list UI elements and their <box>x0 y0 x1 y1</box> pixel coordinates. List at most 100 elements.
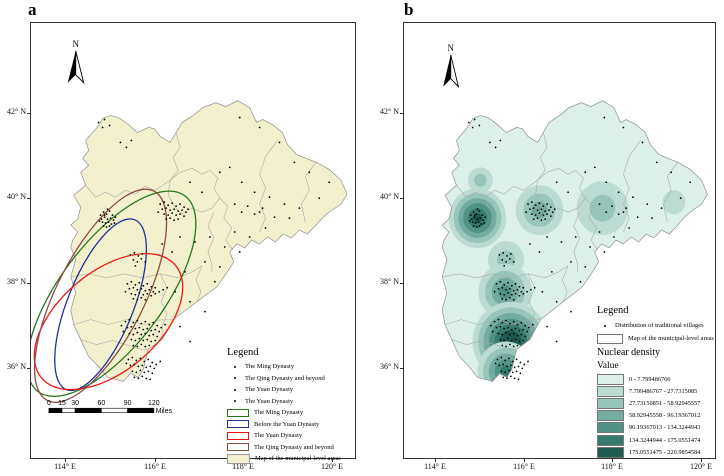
village-points-layer <box>97 116 331 381</box>
legend-point-item: The Ming Dynasty <box>227 361 341 373</box>
y-axis-label: 36° N <box>380 362 399 371</box>
density-class-item: 96.19367013 - 134.3244943 <box>597 422 714 434</box>
x-axis-tick <box>524 459 525 462</box>
density-class-item: 7.799486767 - 27.7315085 <box>597 385 714 397</box>
y-axis-tick <box>27 198 30 199</box>
point-marker-icon <box>234 388 236 391</box>
dynasty-ellipse-0 <box>31 190 197 398</box>
legend-ellipse-item: The Qing Dynasty and beyond <box>227 442 341 454</box>
density-class-item: 27.73150851 - 58.92945557 <box>597 397 714 409</box>
dynasty-ellipse-3 <box>33 188 168 403</box>
north-arrow-icon: N <box>443 43 460 89</box>
y-axis-label: 40° N <box>380 192 399 201</box>
north-label: N <box>448 43 455 53</box>
density-class-range: 134.3244944 - 175.0551474 <box>629 436 701 444</box>
legend-point-item: The Qing Dynasty and beyond <box>227 373 341 385</box>
x-axis-label: 114° E <box>424 462 446 471</box>
density-class-list: 0 - 7.799486766 7.799486767 - 27.7315085 2… <box>597 373 714 458</box>
ellipse-swatch <box>227 443 249 452</box>
scale-unit-label: Miles <box>156 408 173 415</box>
y-axis-label: 42° N <box>380 107 399 116</box>
svg-text:15: 15 <box>58 400 66 407</box>
x-axis-label: 116° E <box>144 462 166 471</box>
north-arrow-icon: N <box>67 39 85 85</box>
x-axis-label: 118° E <box>232 462 254 471</box>
svg-text:90: 90 <box>124 400 132 407</box>
point-marker-icon <box>234 400 236 403</box>
density-class-swatch <box>597 397 624 409</box>
legend-ellipse-item: The Ming Dynasty <box>227 407 341 419</box>
village-points-layer <box>468 116 692 381</box>
density-class-swatch <box>597 410 624 422</box>
legend-point-item: Distribution of traditional villages <box>597 319 714 332</box>
density-class-range: 175.0551475 - 220.9854584 <box>629 448 701 456</box>
panel-a-map-frame: N 0 15 30 60 90 120 Miles Legend The Ming Dynas… <box>30 22 356 464</box>
area-swatch <box>227 453 250 464</box>
ellipse-swatch <box>227 431 249 440</box>
x-axis-label: 120° E <box>689 462 713 471</box>
density-class-swatch <box>597 373 624 385</box>
legend-area-item: Map of the municipal-level areas <box>227 453 341 465</box>
area-swatch <box>597 333 623 344</box>
legend-point-label: The Yuan Dynasty <box>245 386 294 394</box>
density-class-swatch <box>597 434 624 446</box>
y-axis-tick <box>27 368 30 369</box>
x-axis-tick <box>332 459 333 462</box>
legend-ellipse-label: Before the Yuan Dynasty <box>254 420 320 428</box>
region-outline <box>70 100 348 382</box>
x-axis-tick <box>701 459 702 462</box>
value-title: Value <box>597 361 619 371</box>
y-axis-tick <box>27 113 30 114</box>
y-axis-tick <box>400 283 403 284</box>
x-axis-label: 114° E <box>54 462 76 471</box>
dynasty-ellipse-2 <box>33 252 184 391</box>
legend-ellipse-item: The Yuan Dynasty <box>227 430 341 442</box>
legend-point-label: The Yuan Dynasty <box>245 397 294 405</box>
density-class-range: 7.799486767 - 27.7315085 <box>629 387 698 395</box>
x-axis-label: 120° E <box>320 462 344 471</box>
north-label: N <box>72 39 79 49</box>
density-class-item: 175.0551475 - 220.9854584 <box>597 446 714 458</box>
svg-text:0: 0 <box>47 400 51 407</box>
legend-ellipse-label: The Ming Dynasty <box>254 409 304 417</box>
density-class-range: 96.19367013 - 134.3244943 <box>629 424 701 432</box>
ellipse-swatch <box>227 420 249 429</box>
legend-title: Legend <box>227 347 259 358</box>
legend-area-label: Map of the municipal-level areas <box>628 335 714 342</box>
density-class-item: 0 - 7.799486766 <box>597 373 714 385</box>
region-outline <box>441 100 708 382</box>
y-axis-label: 38° N <box>380 277 399 286</box>
density-class-swatch <box>597 446 624 458</box>
legend-ellipse-label: The Yuan Dynasty <box>254 432 303 440</box>
y-axis-tick <box>400 368 403 369</box>
x-axis-tick <box>612 459 613 462</box>
density-class-range: 0 - 7.799486766 <box>629 375 671 383</box>
density-class-item: 58.92945558 - 96.19367012 <box>597 410 714 422</box>
x-axis-tick <box>435 459 436 462</box>
y-axis-tick <box>400 198 403 199</box>
y-axis-label: 36° N <box>7 362 26 371</box>
y-axis-label: 38° N <box>7 277 26 286</box>
panel-a-legend: Legend The Ming Dynasty The Qing Dynasty … <box>227 347 341 465</box>
panel-b-legend: Legend Distribution of traditional villa… <box>597 305 714 458</box>
density-class-swatch <box>597 422 624 434</box>
legend-area-item: Map of the municipal-level areas <box>597 332 714 345</box>
nuclear-density-title: Nuclear density <box>597 347 661 358</box>
panel-a-label: a <box>28 0 37 19</box>
y-axis-tick <box>27 283 30 284</box>
legend-b-top-items: Distribution of traditional villages Map … <box>597 319 714 345</box>
svg-text:60: 60 <box>98 400 106 407</box>
region-fill <box>70 100 348 382</box>
x-axis-label: 118° E <box>601 462 623 471</box>
x-axis-tick <box>65 459 66 462</box>
legend-point-item: The Yuan Dynasty <box>227 396 341 408</box>
density-class-item: 134.3244944 - 175.0551474 <box>597 434 714 446</box>
legend-point-label: The Qing Dynasty and beyond <box>245 374 325 382</box>
density-class-range: 27.73150851 - 58.92945557 <box>629 399 701 407</box>
legend-ellipse-label: The Qing Dynasty and beyond <box>254 443 334 451</box>
x-axis-tick <box>155 459 156 462</box>
legend-point-label: Distribution of traditional villages <box>615 322 704 329</box>
